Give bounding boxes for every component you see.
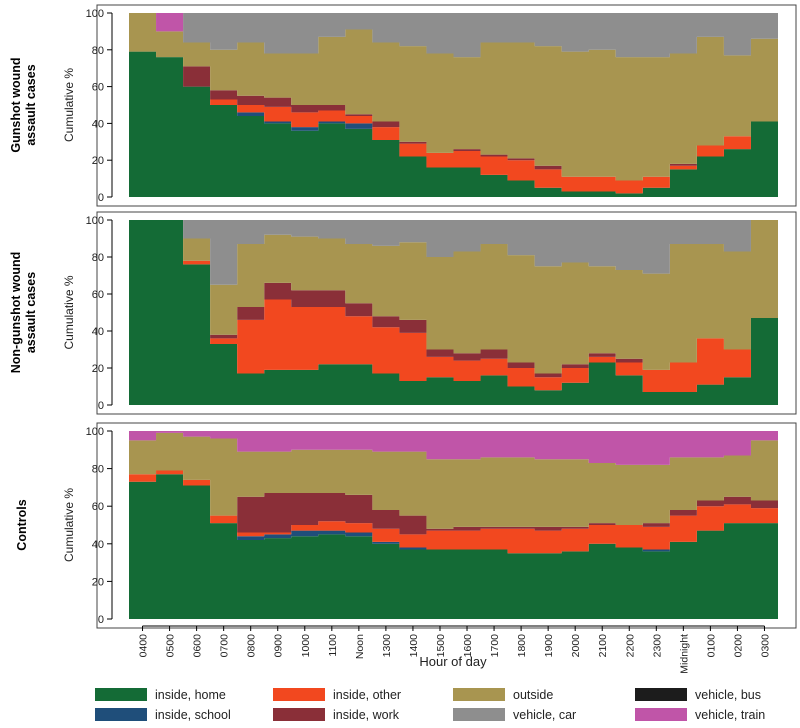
y-tick-label: 40 [92, 118, 104, 130]
legend-item-school: inside, school [95, 708, 231, 722]
x-tick-label: 0300 [759, 634, 771, 658]
series-area-work [129, 470, 778, 535]
x-tick-label: 0800 [246, 634, 258, 658]
x-tick-label: 0100 [705, 634, 717, 658]
y-tick-label: 40 [92, 539, 104, 551]
legend-item-train: vehicle, train [635, 708, 765, 722]
x-tick-label: 1000 [300, 634, 312, 658]
legend-label: vehicle, train [695, 708, 765, 722]
panel-label-line: Gunshot wound [9, 57, 23, 152]
y-tick-label: 60 [92, 501, 104, 513]
panel-frame [96, 211, 797, 415]
x-tick-label: 2000 [570, 634, 582, 658]
y-tick-label: 20 [92, 155, 104, 167]
series-area-outside [129, 220, 778, 374]
legend-item-outside: outside [453, 688, 553, 702]
legend-swatch [635, 688, 687, 701]
panel-label-line: Controls [15, 499, 29, 550]
y-tick-label: 80 [92, 45, 104, 57]
legend-label: inside, other [333, 688, 401, 702]
x-tick-label: 1900 [543, 634, 555, 658]
legend-label: vehicle, car [513, 708, 576, 722]
series-area-other [129, 51, 778, 194]
legend-item-home: inside, home [95, 688, 226, 702]
legend-item-car: vehicle, car [453, 708, 576, 722]
y-tick-label: 0 [98, 192, 104, 204]
y-axis-title: Cumulative % [62, 488, 76, 562]
legend-label: inside, home [155, 688, 226, 702]
x-tick-label: 1700 [489, 634, 501, 658]
y-tick-label: 0 [98, 614, 104, 626]
series-area-other [129, 220, 778, 393]
y-tick-label: 0 [98, 400, 104, 412]
legend-item-other: inside, other [273, 688, 401, 702]
x-tick-label: 1600 [462, 634, 474, 658]
y-tick-label: 20 [92, 576, 104, 588]
y-tick-label: 80 [92, 252, 104, 264]
panel-label: Controls [15, 499, 29, 550]
y-tick-label: 80 [92, 464, 104, 476]
series-area-train [129, 431, 778, 465]
x-tick-label: Noon [354, 634, 366, 659]
y-axis-title: Cumulative % [62, 275, 76, 349]
y-tick-label: 100 [86, 215, 104, 227]
series-area-car [129, 13, 778, 58]
x-tick-label: 1800 [516, 634, 528, 658]
series-area-home [129, 474, 778, 619]
x-tick-label: 0900 [273, 634, 285, 658]
legend-label: outside [513, 688, 553, 702]
panel-2: 0 20 40 60 80 100 Cumulative % Non-gunshot woun… [9, 211, 797, 415]
y-tick-label: 100 [86, 426, 104, 438]
panel-label: Non-gunshot woundassault cases [9, 252, 38, 374]
legend-swatch [273, 708, 325, 721]
y-tick-label: 20 [92, 363, 104, 375]
x-tick-label: 0600 [192, 634, 204, 658]
x-tick-label: Midnight [678, 634, 690, 674]
panel-label: Gunshot woundassault cases [9, 57, 38, 152]
panel-label-line: assault cases [24, 272, 38, 353]
series-area-car [129, 220, 778, 285]
y-tick-label: 40 [92, 326, 104, 338]
y-tick-label: 60 [92, 82, 104, 94]
x-tick-label: 0400 [138, 634, 150, 658]
legend-swatch [95, 708, 147, 721]
series-area-outside [129, 432, 778, 529]
legend-swatch [453, 688, 505, 701]
legend-label: vehicle, bus [695, 688, 761, 702]
legend-swatch [273, 688, 325, 701]
x-tick-label: 1300 [381, 634, 393, 658]
x-tick-label: 0200 [732, 634, 744, 658]
x-tick-label: 2200 [624, 634, 636, 658]
x-tick-label: 1400 [408, 634, 420, 658]
legend-item-work: inside, work [273, 708, 400, 722]
panel-label-line: assault cases [24, 64, 38, 145]
panel-frame [96, 4, 797, 207]
x-tick-label: 1100 [327, 634, 339, 657]
legend-swatch [453, 708, 505, 721]
y-tick-label: 100 [86, 8, 104, 20]
series-area-home [129, 51, 778, 197]
x-tick-label: 2300 [651, 634, 663, 658]
legend-swatch [635, 708, 687, 721]
x-axis-title: Hour of day [419, 654, 487, 669]
legend-label: inside, school [155, 708, 231, 722]
legend-swatch [95, 688, 147, 701]
y-tick-label: 60 [92, 289, 104, 301]
x-tick-label: 1500 [435, 634, 447, 658]
legend-item-bus: vehicle, bus [635, 688, 761, 702]
panel-1: 0 20 40 60 80 100 Cumulative % Gunshot woundass… [9, 4, 797, 207]
y-axis-title: Cumulative % [62, 68, 76, 142]
panel-frame [96, 422, 797, 629]
x-tick-label: 2100 [597, 634, 609, 658]
x-tick-label: 0500 [165, 634, 177, 658]
legend-label: inside, work [333, 708, 400, 722]
panel-3: 0 20 40 60 80 100 Cumulative % Controls [15, 422, 797, 629]
series-area-home [129, 220, 778, 405]
x-tick-label: 0700 [219, 634, 231, 658]
panel-label-line: Non-gunshot wound [9, 252, 23, 374]
